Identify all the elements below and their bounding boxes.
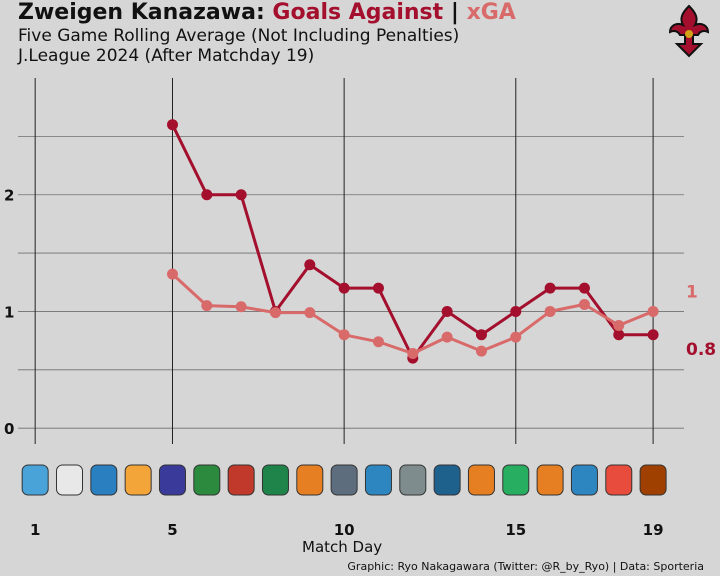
opponent-18-badge-icon — [605, 464, 633, 496]
xga-point — [201, 300, 213, 312]
goals-against-point — [647, 329, 659, 341]
x-axis-label: Match Day — [302, 538, 383, 556]
opponent-1-badge-icon — [21, 464, 49, 496]
opponent-12-badge-icon — [399, 464, 427, 496]
goals-against-point — [201, 189, 213, 201]
subtitle-2: J.League 2024 (After Matchday 19) — [18, 46, 315, 66]
opponent-17-badge-icon — [570, 464, 598, 496]
title-xga: xGA — [466, 0, 516, 25]
opponent-15-badge-icon — [502, 464, 530, 496]
goals-against-point — [235, 189, 247, 201]
title-team: Zweigen Kanazawa: — [18, 0, 265, 25]
goals-against-point — [578, 282, 590, 294]
y-tick-label: 0 — [4, 420, 14, 438]
opponent-16-badge-icon — [536, 464, 564, 496]
goals-against-point — [166, 119, 178, 131]
opponent-19-badge-icon — [639, 464, 667, 496]
opponent-7-badge-icon — [227, 464, 255, 496]
goals-against-point — [544, 282, 556, 294]
title-separator: | — [450, 0, 459, 25]
xga-point — [407, 347, 419, 359]
club-crest-icon — [666, 4, 712, 58]
x-tick-label: 1 — [30, 521, 40, 539]
x-tick-label: 10 — [334, 521, 355, 539]
goals-against-point — [304, 259, 316, 271]
opponent-3-badge-icon — [90, 464, 118, 496]
opponent-10-badge-icon — [330, 464, 358, 496]
xga-point — [235, 301, 247, 313]
xga-point — [578, 298, 590, 310]
opponent-9-badge-icon — [296, 464, 324, 496]
goals-against-point — [441, 305, 453, 317]
goals-against-point — [338, 282, 350, 294]
goals-against-end-label: 0.8 — [686, 340, 716, 360]
x-tick-label: 5 — [167, 521, 177, 539]
xga-point — [269, 307, 281, 319]
opponent-6-badge-icon — [193, 464, 221, 496]
xga-point — [647, 305, 659, 317]
goals-against-point — [510, 305, 522, 317]
xga-point — [613, 319, 625, 331]
chart-title: Zweigen Kanazawa: Goals Against | xGA — [18, 0, 516, 25]
caption: Graphic: Ryo Nakagawara (Twitter: @R_by_… — [347, 560, 704, 573]
goals-against-point — [613, 329, 625, 341]
opponent-4-badge-icon — [124, 464, 152, 496]
y-tick-label: 2 — [4, 187, 14, 205]
title-goals-against: Goals Against — [272, 0, 444, 25]
opponent-5-badge-icon — [158, 464, 186, 496]
x-tick-label: 19 — [643, 521, 664, 539]
opponent-14-badge-icon — [467, 464, 495, 496]
opponent-8-badge-icon — [261, 464, 289, 496]
opponent-11-badge-icon — [364, 464, 392, 496]
y-tick-label: 1 — [4, 303, 14, 321]
opponent-13-badge-icon — [433, 464, 461, 496]
xga-point — [338, 329, 350, 341]
xga-point — [166, 268, 178, 280]
xga-point — [441, 331, 453, 343]
xga-point — [304, 307, 316, 319]
goals-against-point — [475, 329, 487, 341]
opponent-2-badge-icon — [55, 464, 83, 496]
xga-point — [510, 331, 522, 343]
x-tick-label: 15 — [505, 521, 526, 539]
goals-against-point — [372, 282, 384, 294]
xga-point — [372, 336, 384, 348]
goals-against-line — [171, 124, 654, 360]
xga-point — [475, 345, 487, 357]
xga-end-label: 1 — [686, 282, 698, 302]
xga-point — [544, 305, 556, 317]
subtitle-1: Five Game Rolling Average (Not Including… — [18, 26, 460, 46]
